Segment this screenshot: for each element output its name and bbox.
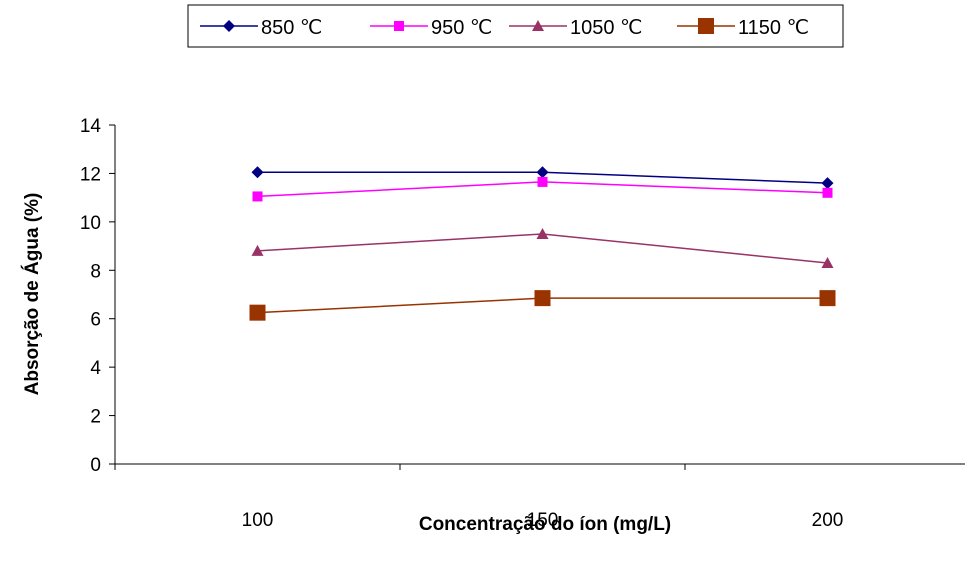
legend-marker <box>394 21 404 31</box>
legend-marker <box>223 20 235 32</box>
legend-entry: 950 ℃ <box>370 17 492 39</box>
plot-area <box>249 166 836 321</box>
data-point <box>537 176 548 187</box>
x-tick-label: 150 <box>527 510 559 531</box>
legend: 850 ℃ 950 ℃ 1050 ℃ 1150 ℃ <box>187 4 844 48</box>
y-tick-label: 6 <box>90 310 101 331</box>
data-point <box>821 177 834 190</box>
data-point <box>536 166 549 179</box>
legend-entry: 850 ℃ <box>200 17 322 39</box>
y-tick-label: 12 <box>80 164 101 185</box>
data-point <box>821 257 834 269</box>
legend-marker <box>698 18 714 34</box>
legend-entry: 1150 ℃ <box>677 17 809 39</box>
y-tick-label: 10 <box>80 213 101 234</box>
x-axis-title: Concentração do íon (mg/L) <box>419 514 671 535</box>
legend-label: 1150 ℃ <box>738 17 809 39</box>
y-tick-label: 4 <box>90 358 101 379</box>
data-point <box>819 290 836 307</box>
data-point <box>251 166 264 179</box>
x-tick-label: 200 <box>812 510 844 531</box>
data-point <box>251 244 264 256</box>
series-0 <box>251 166 834 190</box>
legend-label: 850 ℃ <box>261 17 322 39</box>
data-point <box>534 290 551 307</box>
series-1 <box>252 176 833 202</box>
legend-label: 1050 ℃ <box>570 17 643 39</box>
x-tick-label: 100 <box>242 510 274 531</box>
y-tick-label: 8 <box>90 261 101 282</box>
legend-entry: 1050 ℃ <box>509 17 643 39</box>
legend-label: 950 ℃ <box>431 17 492 39</box>
series-2 <box>251 227 834 269</box>
y-axis-title: Absorção de Água (%) <box>21 193 43 396</box>
y-tick-label: 0 <box>90 455 101 476</box>
axes: 0 2 4 6 8 10 12 14 100 150 200 <box>80 116 965 531</box>
data-point <box>252 191 263 202</box>
legend-marker <box>532 20 544 31</box>
series-3 <box>249 290 836 321</box>
y-tick-label: 14 <box>80 116 102 137</box>
data-point <box>822 187 833 198</box>
y-tick-label: 2 <box>90 407 101 428</box>
data-point <box>249 304 266 321</box>
data-point <box>536 227 549 239</box>
